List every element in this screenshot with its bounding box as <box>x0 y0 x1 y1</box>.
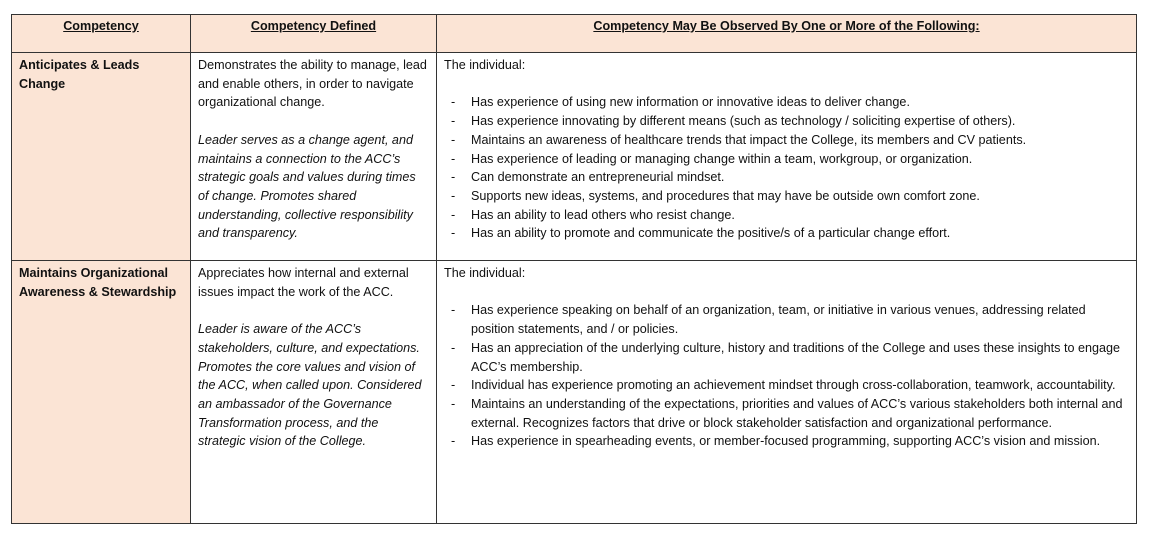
definition-text: Demonstrates the ability to manage, lead… <box>198 58 427 110</box>
behavior-list: Has experience of using new information … <box>444 93 1129 243</box>
list-item: Has an appreciation of the underlying cu… <box>444 339 1129 376</box>
list-item: Individual has experience promoting an a… <box>444 376 1129 395</box>
list-item: Has an ability to lead others who resist… <box>444 206 1129 225</box>
list-item: Supports new ideas, systems, and procedu… <box>444 187 1129 206</box>
competency-name: Maintains Organizational Awareness & Ste… <box>11 260 191 524</box>
intro-text: The individual: <box>444 58 526 72</box>
list-item: Maintains an awareness of healthcare tre… <box>444 131 1129 150</box>
observed-behaviors: The individual: Has experience speaking … <box>436 260 1137 524</box>
list-item: Has experience innovating by different m… <box>444 112 1129 131</box>
intro-text: The individual: <box>444 266 526 280</box>
table-row: Anticipates & Leads Change Demonstrates … <box>11 52 1137 261</box>
list-item: Has experience in spearheading events, o… <box>444 432 1129 451</box>
definition-italic: Leader is aware of the ACC’s stakeholder… <box>198 322 422 449</box>
competency-table: Competency Competency Defined Competency… <box>11 14 1137 524</box>
header-defined: Competency Defined <box>190 14 437 53</box>
competency-definition: Demonstrates the ability to manage, lead… <box>190 52 437 261</box>
header-observed: Competency May Be Observed By One or Mor… <box>436 14 1137 53</box>
competency-definition: Appreciates how internal and external is… <box>190 260 437 524</box>
list-item: Can demonstrate an entrepreneurial minds… <box>444 168 1129 187</box>
table-row: Maintains Organizational Awareness & Ste… <box>11 260 1137 524</box>
behavior-list: Has experience speaking on behalf of an … <box>444 301 1129 451</box>
observed-behaviors: The individual: Has experience of using … <box>436 52 1137 261</box>
list-item: Maintains an understanding of the expect… <box>444 395 1129 432</box>
list-item: Has experience of leading or managing ch… <box>444 150 1129 169</box>
definition-italic: Leader serves as a change agent, and mai… <box>198 132 416 241</box>
list-item: Has experience speaking on behalf of an … <box>444 301 1129 338</box>
header-competency: Competency <box>11 14 191 53</box>
definition-text: Appreciates how internal and external is… <box>198 266 409 299</box>
list-item: Has experience of using new information … <box>444 93 1129 112</box>
competency-name: Anticipates & Leads Change <box>11 52 191 261</box>
list-item: Has an ability to promote and communicat… <box>444 224 1129 243</box>
header-row: Competency Competency Defined Competency… <box>11 14 1137 53</box>
